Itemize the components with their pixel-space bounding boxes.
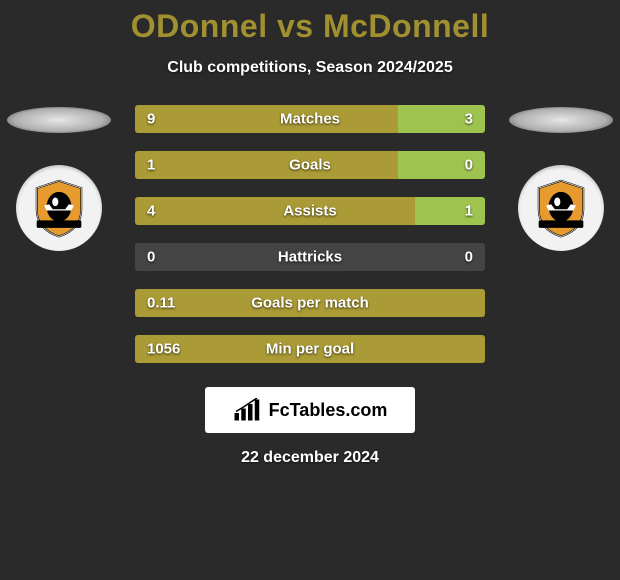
- bar-stat-name: Goals: [289, 157, 331, 174]
- stat-bar: 4 1 Assists: [135, 197, 485, 225]
- bar-stat-name: Matches: [280, 111, 340, 128]
- chart-icon: [233, 398, 263, 422]
- stat-bar: 1056 Min per goal: [135, 335, 485, 363]
- bar-stat-name: Min per goal: [266, 341, 354, 358]
- shield-icon: [28, 177, 90, 239]
- bar-value-left: 0.11: [147, 295, 175, 312]
- stat-bar: 9 3 Matches: [135, 105, 485, 133]
- brand-badge: FcTables.com: [205, 387, 415, 433]
- subtitle: Club competitions, Season 2024/2025: [0, 59, 620, 77]
- shield-icon: [530, 177, 592, 239]
- player-right-crest: [518, 165, 604, 251]
- bar-value-right: 3: [465, 111, 473, 128]
- bar-segment-left: [135, 105, 398, 133]
- bar-stat-name: Assists: [283, 203, 336, 220]
- date-text: 22 december 2024: [0, 449, 620, 467]
- bar-segment-left: [135, 151, 398, 179]
- bar-segment-left: [135, 197, 415, 225]
- bar-stat-name: Hattricks: [278, 249, 342, 266]
- bar-value-left: 1: [147, 157, 155, 174]
- stat-bar: 0.11 Goals per match: [135, 289, 485, 317]
- comparison-content: 9 3 Matches 1 0 Goals 4 1 Assists 0 0 Hattricks 0.11…: [0, 105, 620, 363]
- bar-value-left: 0: [147, 249, 155, 266]
- player-left-crest: [16, 165, 102, 251]
- bar-stat-name: Goals per match: [251, 295, 369, 312]
- bar-value-right: 0: [465, 157, 473, 174]
- player-right-shadow: [509, 107, 613, 133]
- bar-value-right: 1: [465, 203, 473, 220]
- player-left-shadow: [7, 107, 111, 133]
- bar-value-left: 1056: [147, 341, 180, 358]
- bar-value-left: 4: [147, 203, 155, 220]
- player-left-column: [4, 105, 114, 251]
- bar-value-right: 0: [465, 249, 473, 266]
- bar-segment-right: [415, 197, 485, 225]
- page-title: ODonnel vs McDonnell: [0, 0, 620, 45]
- stat-bars: 9 3 Matches 1 0 Goals 4 1 Assists 0 0 Hattricks 0.11…: [135, 105, 485, 363]
- brand-text: FcTables.com: [269, 400, 388, 421]
- player-right-column: [506, 105, 616, 251]
- stat-bar: 1 0 Goals: [135, 151, 485, 179]
- bar-value-left: 9: [147, 111, 155, 128]
- stat-bar: 0 0 Hattricks: [135, 243, 485, 271]
